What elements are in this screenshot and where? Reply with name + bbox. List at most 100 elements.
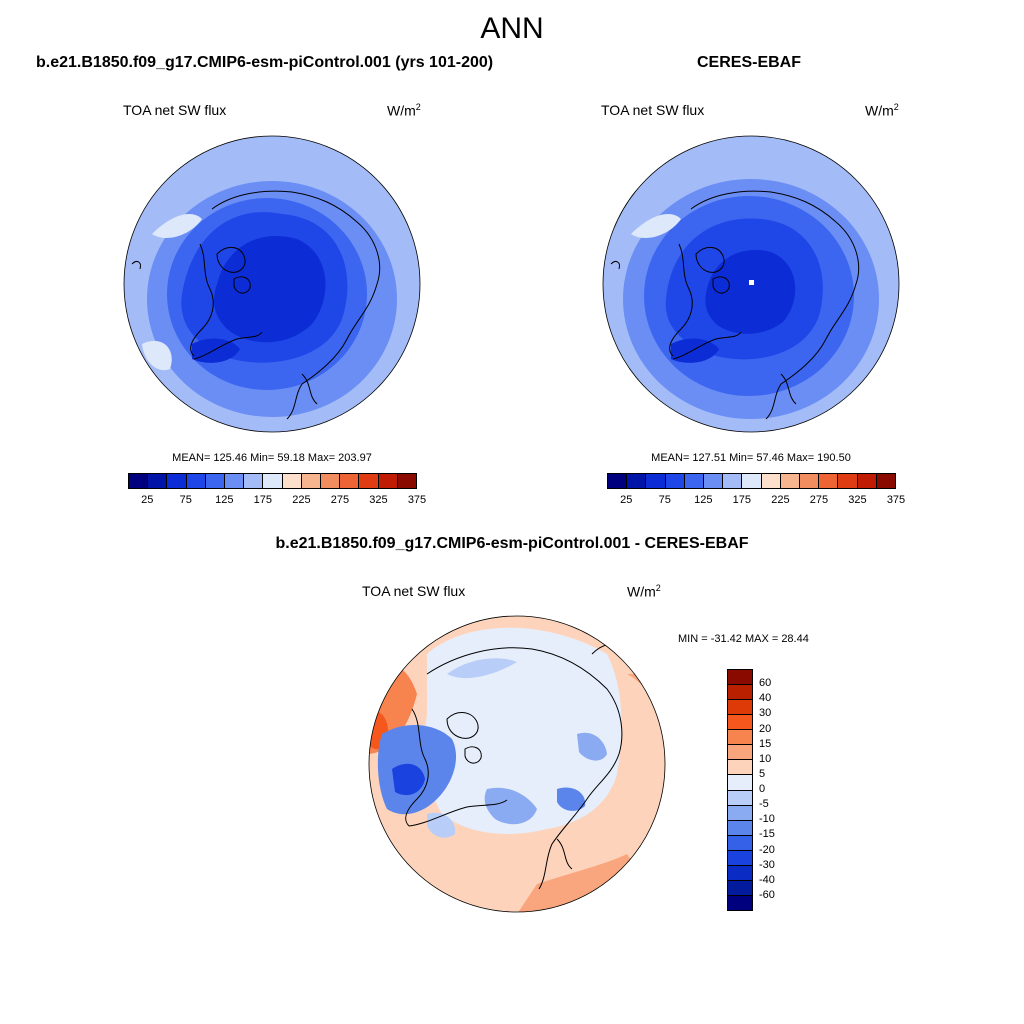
colorbar-swatch	[129, 474, 148, 488]
colorbar-tick-label: 175	[732, 494, 752, 506]
colorbar-swatch	[320, 474, 340, 488]
colorbar-tick-label: 375	[407, 494, 427, 506]
colorbar-swatch	[204, 474, 225, 488]
obs-colorbar-ticks: 25 75 125 175 225 275 325 375	[607, 494, 905, 508]
colorbar-tick-label: 275	[330, 494, 350, 506]
colorbar-tick-label: -30	[759, 858, 775, 871]
diff-variable-label: TOA net SW flux	[362, 583, 466, 599]
colorbar-tick-label: 15	[759, 737, 772, 750]
colorbar-swatch	[645, 474, 665, 488]
colorbar-tick-label: 225	[771, 494, 790, 506]
colorbar-swatch	[728, 804, 752, 820]
colorbar-swatch	[779, 474, 800, 488]
colorbar-tick-label: 125	[215, 494, 234, 506]
colorbar-swatch	[728, 879, 752, 895]
diff-stats: MIN = -31.42 MAX = 28.44	[678, 633, 809, 645]
colorbar-tick-label: 25	[141, 494, 154, 506]
colorbar-swatch	[760, 474, 780, 488]
colorbar-swatch	[166, 474, 186, 488]
colorbar-tick-label: -60	[759, 888, 775, 901]
colorbar-swatch	[664, 474, 684, 488]
colorbar-tick-label: -20	[759, 843, 775, 856]
colorbar-swatch	[262, 474, 282, 488]
colorbar-tick-label: 10	[759, 752, 772, 765]
colorbar-swatch	[741, 474, 761, 488]
colorbar-tick-label: 0	[759, 783, 766, 795]
colorbar-swatch	[185, 474, 205, 488]
colorbar-swatch	[818, 474, 838, 488]
colorbar-swatch	[703, 474, 723, 488]
colorbar-tick-label: 25	[620, 494, 633, 506]
colorbar-tick-label: 20	[759, 722, 772, 735]
model-units-label: W/m2	[387, 102, 421, 119]
colorbar-tick-label: 40	[759, 692, 772, 705]
main-title: ANN	[480, 12, 544, 45]
colorbar-tick-label: 225	[292, 494, 311, 506]
map-border	[123, 135, 421, 433]
colorbar-tick-label: 325	[848, 494, 867, 506]
colorbar-tick-label: 75	[658, 494, 671, 506]
colorbar-tick-label: 30	[759, 707, 772, 720]
colorbar-swatch	[358, 474, 378, 488]
colorbar-tick-label: 275	[809, 494, 829, 506]
model-stats: MEAN= 125.46 Min= 59.18 Max= 203.97	[172, 452, 372, 464]
colorbar-swatch	[147, 474, 167, 488]
colorbar-swatch	[377, 474, 397, 488]
colorbar-swatch	[608, 474, 627, 488]
colorbar-swatch	[683, 474, 704, 488]
colorbar-swatch	[339, 474, 359, 488]
colorbar-swatch	[728, 699, 752, 715]
colorbar-swatch	[281, 474, 301, 488]
colorbar-tick-label: 5	[759, 767, 766, 780]
colorbar-swatch	[728, 670, 752, 685]
colorbar-swatch	[728, 759, 752, 775]
diff-polar-map	[368, 615, 666, 913]
colorbar-tick-label: -15	[759, 828, 775, 841]
colorbar-swatch	[728, 744, 752, 760]
colorbar-swatch	[728, 729, 752, 745]
model-colorbar-ticks: 25 75 125 175 225 275 325 375	[128, 494, 426, 508]
colorbar-tick-label: 60	[759, 677, 772, 690]
colorbar-swatch	[300, 474, 321, 488]
diff-colorbar	[727, 669, 753, 911]
model-case-title: b.e21.B1850.f09_g17.CMIP6-esm-piControl.…	[36, 54, 494, 71]
colorbar-swatch	[728, 834, 752, 850]
colorbar-swatch	[728, 864, 752, 880]
colorbar-swatch	[728, 819, 752, 835]
colorbar-swatch	[396, 474, 417, 488]
colorbar-tick-label: -10	[759, 813, 775, 826]
colorbar-swatch	[837, 474, 857, 488]
obs-polar-map	[602, 135, 900, 433]
colorbar-tick-label: -5	[759, 798, 769, 811]
colorbar-tick-label: 375	[886, 494, 906, 506]
colorbar-swatch	[728, 714, 752, 730]
model-colorbar	[128, 473, 417, 489]
colorbar-tick-label: 75	[179, 494, 192, 506]
colorbar-swatch	[626, 474, 646, 488]
colorbar-swatch	[799, 474, 819, 488]
model-polar-map	[123, 135, 421, 433]
colorbar-swatch	[243, 474, 263, 488]
colorbar-swatch	[722, 474, 742, 488]
colorbar-swatch	[224, 474, 244, 488]
colorbar-tick-label: -40	[759, 873, 775, 886]
colorbar-swatch	[856, 474, 876, 488]
obs-units-label: W/m2	[865, 102, 899, 119]
colorbar-swatch	[728, 894, 752, 910]
colorbar-swatch	[728, 684, 752, 700]
colorbar-tick-label: 175	[253, 494, 273, 506]
obs-stats: MEAN= 127.51 Min= 57.46 Max= 190.50	[651, 452, 851, 464]
diff-units-label: W/m2	[627, 583, 661, 600]
model-variable-label: TOA net SW flux	[123, 102, 227, 118]
diff-colorbar-ticks: 60 40 30 20 15 10 5 0 -5 -10 -15 -20 -30 -40 -60	[759, 669, 799, 911]
diff-case-title: b.e21.B1850.f09_g17.CMIP6-esm-piControl.…	[275, 535, 749, 552]
colorbar-swatch	[875, 474, 896, 488]
colorbar-swatch	[728, 774, 752, 790]
colorbar-swatch	[728, 789, 752, 805]
colorbar-swatch	[728, 849, 752, 865]
obs-variable-label: TOA net SW flux	[601, 102, 705, 118]
obs-case-title: CERES-EBAF	[697, 54, 802, 71]
colorbar-tick-label: 125	[694, 494, 713, 506]
colorbar-tick-label: 325	[369, 494, 388, 506]
obs-colorbar	[607, 473, 896, 489]
